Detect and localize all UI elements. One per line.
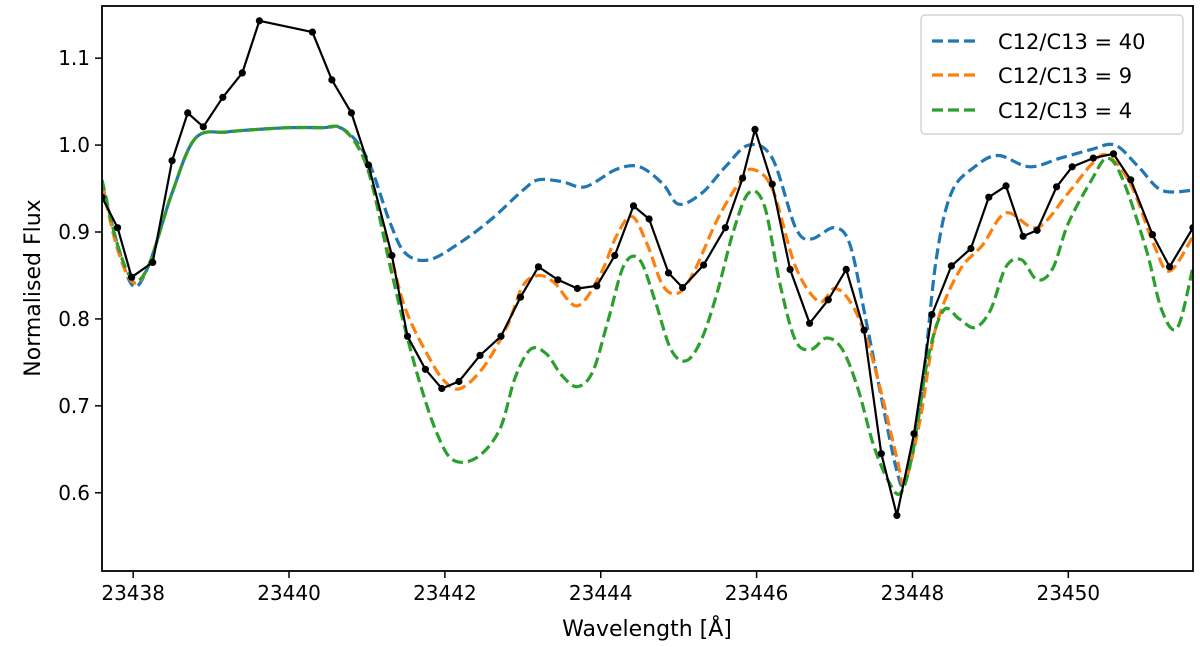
observed-point bbox=[497, 332, 505, 340]
x-tick-label: 23442 bbox=[413, 581, 477, 605]
observed-point bbox=[629, 202, 638, 210]
observed-point bbox=[947, 262, 956, 270]
observed-point bbox=[308, 28, 316, 36]
observed-point bbox=[168, 157, 176, 165]
series-line-ratio-40 bbox=[102, 125, 1193, 487]
observed-point bbox=[751, 125, 759, 133]
observed-point bbox=[403, 332, 412, 340]
observed-point bbox=[611, 251, 619, 260]
observed-point bbox=[184, 109, 192, 117]
x-axis-label: Wavelength [Å] bbox=[562, 615, 732, 642]
observed-point bbox=[476, 351, 484, 359]
observed-point bbox=[238, 69, 246, 77]
observed-point bbox=[1148, 231, 1157, 239]
observed-point bbox=[910, 430, 918, 438]
observed-point bbox=[199, 123, 207, 131]
observed-point bbox=[388, 251, 396, 260]
y-tick-label: 0.9 bbox=[58, 220, 90, 244]
observed-point bbox=[842, 265, 850, 273]
observed-point bbox=[824, 296, 832, 304]
observed-point bbox=[1053, 183, 1061, 191]
observed-point bbox=[721, 224, 730, 232]
observed-point bbox=[1033, 226, 1041, 234]
legend-box bbox=[920, 14, 1184, 135]
observed-point bbox=[1109, 150, 1118, 158]
legend: C12/C13 = 40 C12/C13 = 9 C12/C13 = 4 bbox=[920, 14, 1184, 135]
legend-label-9: C12/C13 = 9 bbox=[998, 64, 1132, 88]
observed-point bbox=[700, 261, 708, 269]
y-axis-ticks: 0.6 0.7 0.8 0.9 1.0 1.1 bbox=[58, 46, 102, 505]
series-line-ratio-9 bbox=[102, 124, 1193, 486]
observed-point bbox=[786, 265, 794, 273]
observed-point bbox=[664, 269, 673, 277]
legend-label-40: C12/C13 = 40 bbox=[998, 30, 1146, 54]
observed-point bbox=[860, 326, 868, 334]
observed-point bbox=[877, 450, 885, 458]
observed-point bbox=[893, 511, 901, 519]
y-tick-label: 0.7 bbox=[58, 394, 90, 418]
observed-point bbox=[534, 263, 543, 271]
observed-point bbox=[554, 276, 562, 284]
plot-frame bbox=[101, 5, 1194, 572]
observed-point bbox=[1166, 263, 1174, 271]
observed-point bbox=[768, 180, 776, 188]
observed-point bbox=[739, 174, 747, 182]
y-tick-label: 0.6 bbox=[58, 481, 90, 505]
observed-point bbox=[255, 17, 263, 25]
observed-point bbox=[679, 284, 687, 292]
series-line-ratio-4 bbox=[102, 124, 1193, 496]
observed-point bbox=[421, 365, 429, 373]
x-tick-label: 23450 bbox=[1037, 581, 1101, 605]
observed-point bbox=[1089, 154, 1097, 162]
observed-point bbox=[219, 93, 227, 101]
x-axis-ticks: 23438 23440 23442 23444 23446 23448 23450 bbox=[101, 571, 1100, 605]
y-tick-label: 1.1 bbox=[58, 46, 90, 70]
observed-point bbox=[1068, 163, 1076, 171]
y-axis-label: Normalised Flux bbox=[21, 199, 46, 376]
observed-point bbox=[1127, 176, 1135, 184]
observed-point bbox=[573, 284, 582, 293]
observed-point bbox=[516, 293, 525, 301]
observed-point bbox=[1019, 232, 1027, 240]
observed-point bbox=[593, 282, 601, 290]
observed-point bbox=[438, 384, 446, 393]
observed-markers bbox=[102, 17, 1193, 519]
observed-point bbox=[347, 109, 355, 117]
observed-point bbox=[128, 273, 136, 281]
x-tick-label: 23446 bbox=[725, 581, 789, 605]
observed-point bbox=[645, 215, 653, 223]
observed-point bbox=[985, 193, 993, 201]
legend-label-4: C12/C13 = 4 bbox=[998, 99, 1132, 123]
observed-point bbox=[455, 377, 463, 386]
observed-point bbox=[114, 224, 122, 232]
observed-point bbox=[967, 244, 975, 253]
x-tick-label: 23444 bbox=[569, 581, 633, 605]
x-tick-label: 23440 bbox=[257, 581, 321, 605]
x-tick-label: 23448 bbox=[881, 581, 945, 605]
x-tick-label: 23438 bbox=[101, 581, 165, 605]
y-tick-label: 0.8 bbox=[58, 307, 90, 331]
observed-point bbox=[806, 319, 814, 327]
observed-point bbox=[928, 311, 936, 319]
observed-point bbox=[364, 161, 373, 169]
observed-point bbox=[149, 258, 157, 266]
observed-point bbox=[328, 76, 336, 84]
y-tick-label: 1.0 bbox=[58, 133, 90, 157]
observed-point bbox=[1002, 182, 1010, 190]
